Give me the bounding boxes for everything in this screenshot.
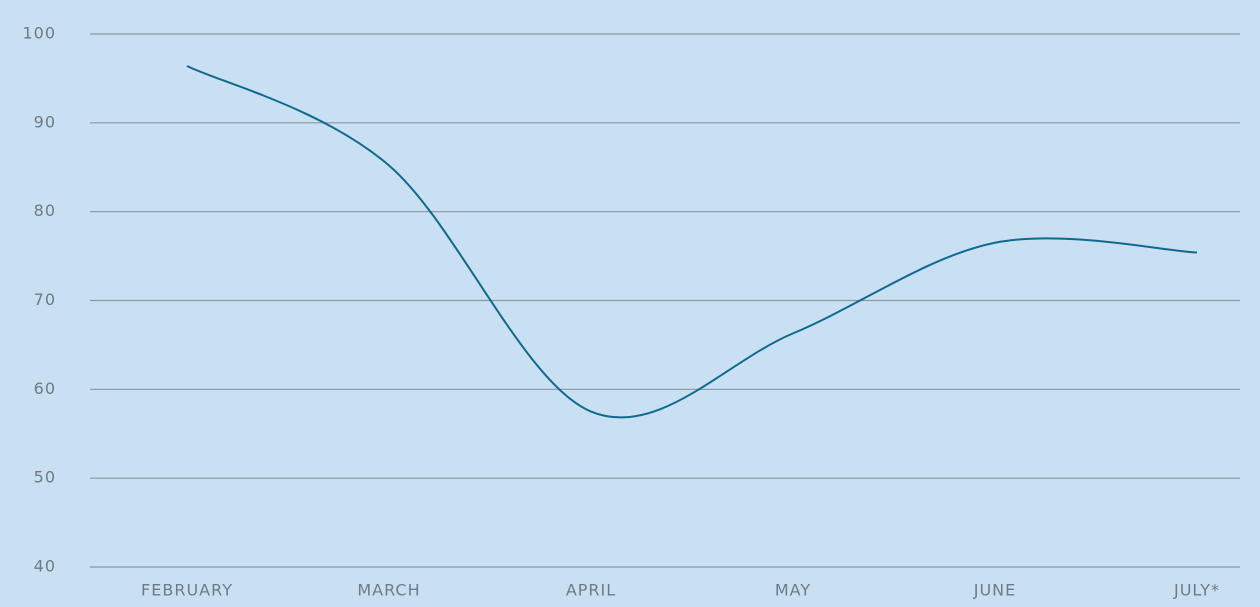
y-tick-label: 70 [34,290,56,309]
line [186,65,1198,419]
y-tick-label: 100 [22,24,56,43]
x-tick-label: JUNE [973,581,1017,600]
x-tick-label: MAY [775,581,811,600]
y-tick-label: 80 [34,201,56,220]
x-tick-label: JULY* [1173,581,1220,600]
y-tick-label: 60 [34,379,56,398]
y-tick-label: 50 [34,468,56,487]
y-tick-label: 90 [34,112,56,131]
x-tick-label: MARCH [357,581,420,600]
x-tick-label: APRIL [566,581,616,600]
x-tick-label: FEBRUARY [141,581,233,600]
y-tick-label: 40 [34,557,56,576]
